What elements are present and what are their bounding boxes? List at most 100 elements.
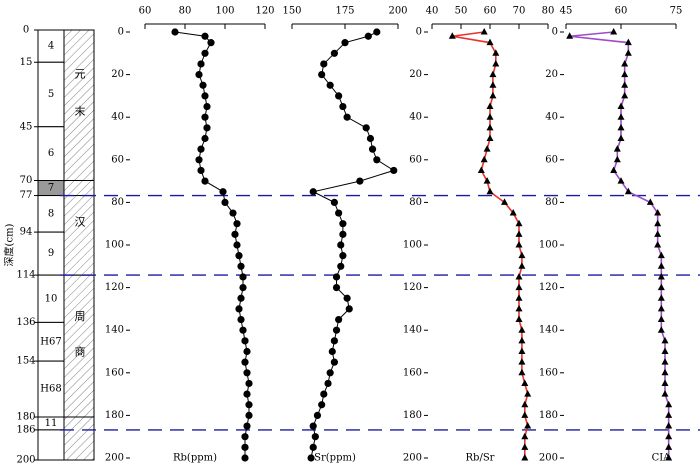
point: [518, 262, 526, 269]
point: [489, 70, 497, 78]
point: [318, 71, 326, 79]
y-tick-label: 180: [105, 410, 124, 421]
layer-label: 6: [48, 148, 54, 159]
point: [518, 368, 526, 376]
point: [646, 198, 654, 205]
point: [509, 209, 517, 216]
y-tick-label: 80: [111, 197, 124, 208]
point: [332, 273, 341, 281]
point: [524, 390, 532, 397]
y-tick-label: 120: [539, 282, 558, 293]
point: [617, 177, 625, 184]
layer: [37, 429, 65, 461]
point: [515, 230, 523, 237]
point: [654, 230, 662, 237]
point: [326, 369, 334, 377]
layer-label: H68: [40, 384, 61, 395]
point: [515, 315, 523, 323]
depth-tick-label: 94: [20, 227, 33, 238]
point: [243, 347, 251, 356]
point: [521, 379, 529, 386]
point: [341, 39, 349, 47]
point: [237, 262, 245, 270]
point: [515, 272, 523, 280]
era-label: 元末: [73, 68, 86, 143]
point: [486, 134, 494, 141]
point: [197, 145, 205, 153]
point: [233, 220, 241, 228]
point: [661, 336, 669, 344]
y-tick-label: 60: [545, 154, 558, 165]
point: [243, 422, 251, 430]
y-tick-label: 160: [105, 367, 124, 378]
depth-tick-label: 154: [16, 356, 35, 367]
x-tick-label: 80: [179, 6, 192, 17]
point: [237, 315, 245, 324]
point: [345, 305, 353, 313]
point: [657, 272, 665, 280]
point: [318, 401, 326, 409]
point: [343, 294, 351, 302]
point: [237, 294, 245, 302]
point: [332, 326, 341, 334]
y-tick-label: 60: [111, 154, 124, 165]
x-axis-label: CIA: [652, 453, 672, 464]
point: [239, 326, 247, 334]
point: [320, 390, 328, 398]
point: [665, 454, 673, 461]
point: [229, 209, 237, 217]
y-tick-label: 0: [118, 27, 124, 38]
point: [665, 422, 673, 429]
y-tick-label: 140: [105, 325, 124, 336]
point: [241, 433, 249, 441]
point: [524, 422, 532, 429]
point: [335, 92, 343, 100]
point: [486, 123, 494, 131]
point: [207, 39, 215, 47]
point: [171, 28, 179, 36]
point: [518, 347, 526, 354]
era-label: 周商: [73, 310, 86, 382]
point: [330, 337, 338, 345]
layer-label: 9: [48, 248, 54, 259]
point: [195, 71, 203, 79]
y-tick-label: 200: [403, 453, 422, 464]
point: [483, 145, 491, 152]
y-axis-label: 深度(cm): [3, 223, 16, 266]
point: [489, 91, 497, 99]
depth-tick-label: 77: [20, 190, 33, 201]
point: [199, 81, 207, 89]
point: [657, 304, 665, 312]
y-tick-label: 80: [545, 197, 558, 208]
point: [201, 134, 209, 143]
point: [515, 304, 523, 312]
point: [657, 262, 665, 269]
depth-tick-label: 186: [16, 424, 35, 435]
point: [624, 49, 632, 56]
point: [245, 411, 253, 419]
point: [610, 28, 618, 35]
point: [515, 294, 523, 301]
point: [221, 198, 229, 206]
point: [313, 411, 322, 419]
y-tick-label: 100: [403, 240, 422, 251]
point: [486, 113, 494, 120]
point: [373, 156, 381, 164]
point: [617, 113, 625, 120]
x-tick-label: 60: [139, 6, 152, 17]
point: [521, 432, 529, 440]
point: [624, 38, 632, 46]
point: [245, 379, 253, 388]
point: [337, 262, 345, 270]
point: [621, 91, 629, 99]
point: [364, 32, 372, 40]
point: [330, 49, 338, 57]
y-tick-label: 0: [416, 27, 422, 38]
y-tick-label: 80: [409, 197, 422, 208]
depth-tick-label: 180: [16, 412, 35, 423]
layer-label: 4: [48, 41, 54, 52]
point: [309, 188, 317, 196]
point: [328, 347, 336, 356]
point: [657, 326, 665, 333]
point: [201, 92, 209, 100]
